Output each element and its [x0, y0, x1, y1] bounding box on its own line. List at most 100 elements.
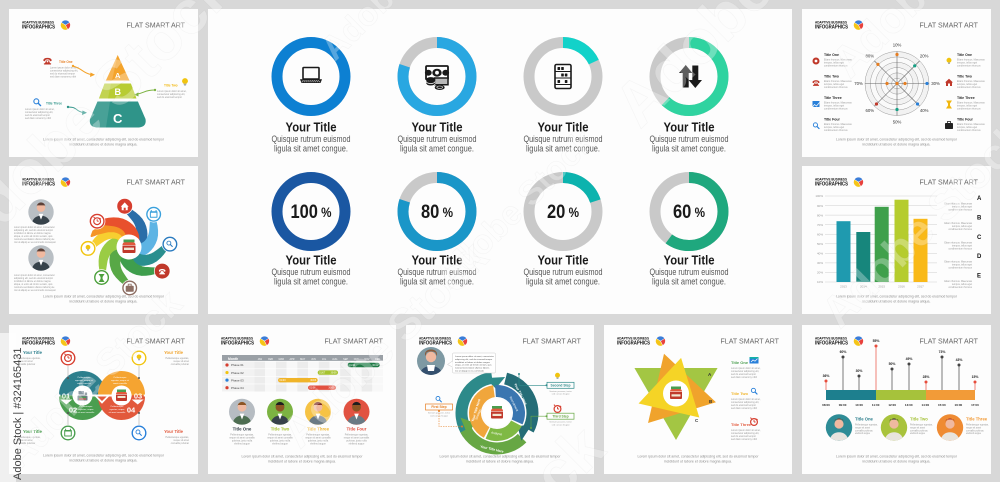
svg-text:tempus, tellus eget: tempus, tellus eget — [824, 126, 844, 129]
svg-text:Strategy: Strategy — [474, 408, 482, 420]
svg-text:2015: 2015 — [878, 285, 885, 289]
svg-text:Title Three: Title Three — [824, 96, 842, 100]
svg-text:60%: 60% — [865, 108, 874, 113]
svg-text:FLAT SMART ART: FLAT SMART ART — [721, 337, 780, 346]
svg-text:ADAPTIVE BUSINESS: ADAPTIVE BUSINESS — [419, 337, 452, 341]
svg-text:incididunt ut labore et dolore: incididunt ut labore et dolore magna — [455, 361, 491, 364]
svg-text:Lorem ipsum dolor sit amet,: Lorem ipsum dolor sit amet, — [731, 429, 761, 432]
svg-text:Sentum posuere, tortor: Sentum posuere, tortor — [549, 421, 572, 424]
svg-text:70%: 70% — [817, 223, 823, 227]
svg-text:MAR: MAR — [279, 358, 285, 361]
svg-text:ADAPTIVE BUSINESS: ADAPTIVE BUSINESS — [22, 178, 55, 182]
svg-text:14:00: 14:00 — [921, 403, 929, 407]
svg-text:02: 02 — [69, 406, 77, 415]
svg-text:egestas, neque: egestas, neque — [110, 408, 126, 411]
svg-text:Analysis: Analysis — [491, 431, 503, 437]
svg-text:condimentum rhoncus: condimentum rhoncus — [948, 247, 972, 250]
svg-text:80%: 80% — [817, 213, 823, 217]
svg-text:Lorem ipsum dolor sit amet, co: Lorem ipsum dolor sit amet, consectetur … — [43, 138, 165, 142]
svg-text:30%: 30% — [856, 369, 863, 373]
svg-text:Your Title: Your Title — [538, 121, 589, 135]
svg-text:Title One: Title One — [855, 417, 874, 422]
svg-text:Lorem ipsum dolor sit amet, co: Lorem ipsum dolor sit amet, consectetur … — [242, 455, 364, 459]
svg-text:01/07: 01/07 — [319, 372, 326, 375]
svg-text:Etiam rhoncus. Maecenas: Etiam rhoncus. Maecenas — [824, 80, 852, 83]
svg-text:Etiam rhoncus. Maecenas: Etiam rhoncus. Maecenas — [824, 59, 852, 62]
svg-text:ligula sit amet congue.: ligula sit amet congue. — [652, 277, 726, 287]
svg-text:Etiam rhoncus. Maecenas: Etiam rhoncus. Maecenas — [824, 102, 852, 105]
svg-text:Lorem ipsum dolor sit amet,: Lorem ipsum dolor sit amet, — [157, 90, 187, 93]
svg-text:tempus, tellus eget: tempus, tellus eget — [957, 62, 977, 65]
svg-text:FLAT SMART ART: FLAT SMART ART — [523, 337, 582, 346]
svg-text:egestas, neque sit: egestas, neque sit — [75, 379, 93, 382]
svg-text:Your Title: Your Title — [664, 121, 715, 135]
svg-text:Your Title: Your Title — [412, 121, 463, 135]
svg-text:60%: 60% — [840, 350, 847, 354]
svg-text:40%: 40% — [817, 252, 823, 256]
svg-text:Etiam rhoncus. Maecenas: Etiam rhoncus. Maecenas — [957, 102, 985, 105]
svg-text:2014: 2014 — [860, 285, 867, 289]
svg-text:tempus, tellus eget: tempus, tellus eget — [952, 206, 972, 209]
svg-text:pulvinar, justo nulla: pulvinar, justo nulla — [232, 440, 253, 443]
svg-text:Title Two: Title Two — [271, 427, 290, 432]
svg-text:INFOGRAPHICS: INFOGRAPHICS — [22, 25, 56, 31]
svg-text:convallis pulvinar,: convallis pulvinar, — [910, 429, 928, 432]
svg-text:A: A — [977, 196, 982, 202]
svg-text:JUL: JUL — [322, 358, 327, 361]
svg-text:09:00: 09:00 — [839, 403, 847, 407]
svg-text:Your Title: Your Title — [164, 350, 184, 355]
svg-text:incididunt ut labore et dolore: incididunt ut labore et dolore magna ali… — [70, 300, 138, 304]
svg-text:aliqua, ut enim ad minim venia: aliqua, ut enim ad minim veniam, quis — [14, 283, 53, 286]
svg-text:tempus, tellus eget: tempus, tellus eget — [957, 83, 977, 86]
svg-text:13:00: 13:00 — [905, 403, 913, 407]
svg-text:50%: 50% — [889, 362, 896, 366]
svg-text:80%: 80% — [865, 54, 874, 59]
svg-text:incididunt ut labore et dolore: incididunt ut labore et dolore magna — [14, 232, 51, 235]
svg-text:INFOGRAPHICS: INFOGRAPHICS — [419, 341, 453, 347]
svg-text:49%: 49% — [906, 357, 913, 361]
svg-text:Pellentesque egestas,: Pellentesque egestas, — [966, 424, 989, 427]
svg-text:adipiscing elit, sed do eiusmo: adipiscing elit, sed do eiusmod tempor — [455, 358, 492, 361]
svg-text:nisi ut aliquip ex ea commodo: nisi ut aliquip ex ea commodo consequat — [14, 241, 56, 244]
svg-text:ligula sit amet congue.: ligula sit amet congue. — [274, 144, 348, 154]
svg-text:Etiam rhoncus. Maecenas: Etiam rhoncus. Maecenas — [944, 280, 972, 283]
svg-text:nostrud exercitation ullamco l: nostrud exercitation ullamco laboris jut… — [14, 238, 55, 241]
svg-text:40%: 40% — [920, 108, 929, 113]
svg-text:neque sit amet: neque sit amet — [173, 360, 189, 363]
svg-text:FEB: FEB — [268, 358, 273, 361]
svg-text:2017: 2017 — [917, 285, 924, 289]
svg-text:Title Two: Title Two — [957, 75, 972, 79]
svg-text:adipiscing elit, sed do eiusmo: adipiscing elit, sed do eiusmod tempor — [14, 229, 53, 232]
svg-text:SEP: SEP — [343, 358, 348, 361]
svg-text:04: 04 — [127, 406, 136, 415]
svg-text:01/03: 01/03 — [280, 379, 287, 382]
svg-text:Etiam rhoncus. Maecenas: Etiam rhoncus. Maecenas — [957, 123, 985, 126]
svg-text:FLAT SMART ART: FLAT SMART ART — [127, 178, 186, 187]
svg-text:Second Step: Second Step — [551, 384, 571, 388]
svg-text:20 %: 20 % — [547, 202, 579, 223]
svg-text:incididunt ut labore et dolore: incididunt ut labore et dolore magna ali… — [863, 300, 931, 304]
svg-text:Your Title: Your Title — [164, 429, 184, 434]
svg-text:2013: 2013 — [840, 285, 847, 289]
svg-text:Lorem ipsum dolor sit amet,: Lorem ipsum dolor sit amet, — [50, 67, 80, 70]
svg-text:condimentum rhoncus: condimentum rhoncus — [948, 228, 972, 231]
svg-text:condimentum rhoncus: condimentum rhoncus — [957, 65, 981, 68]
svg-text:Month: Month — [228, 357, 238, 361]
svg-text:JAN: JAN — [258, 358, 263, 361]
svg-text:DEC: DEC — [375, 358, 380, 361]
svg-text:16:00: 16:00 — [955, 403, 963, 407]
svg-text:Pellentesque: Pellentesque — [78, 376, 91, 379]
svg-text:100%: 100% — [815, 194, 823, 198]
svg-text:condimentum rhoncus: condimentum rhoncus — [957, 108, 981, 111]
svg-text:incididunt ut labore et dolore: incididunt ut labore et dolore magna ali… — [70, 143, 138, 147]
svg-text:ADAPTIVE BUSINESS: ADAPTIVE BUSINESS — [815, 337, 848, 341]
svg-text:neque sit amet: neque sit amet — [855, 426, 870, 429]
svg-text:Etiam rhoncus. Maecenas: Etiam rhoncus. Maecenas — [957, 80, 985, 83]
svg-text:Title Four: Title Four — [824, 118, 841, 122]
svg-text:B: B — [977, 215, 982, 221]
svg-text:Third Step: Third Step — [552, 414, 568, 418]
svg-text:eleifend augue: eleifend augue — [910, 433, 926, 435]
svg-text:43%: 43% — [956, 358, 963, 362]
svg-text:consectetur adipiscing elit,: consectetur adipiscing elit, — [50, 70, 78, 73]
svg-text:Pellentesque egestas,: Pellentesque egestas, — [17, 436, 41, 439]
